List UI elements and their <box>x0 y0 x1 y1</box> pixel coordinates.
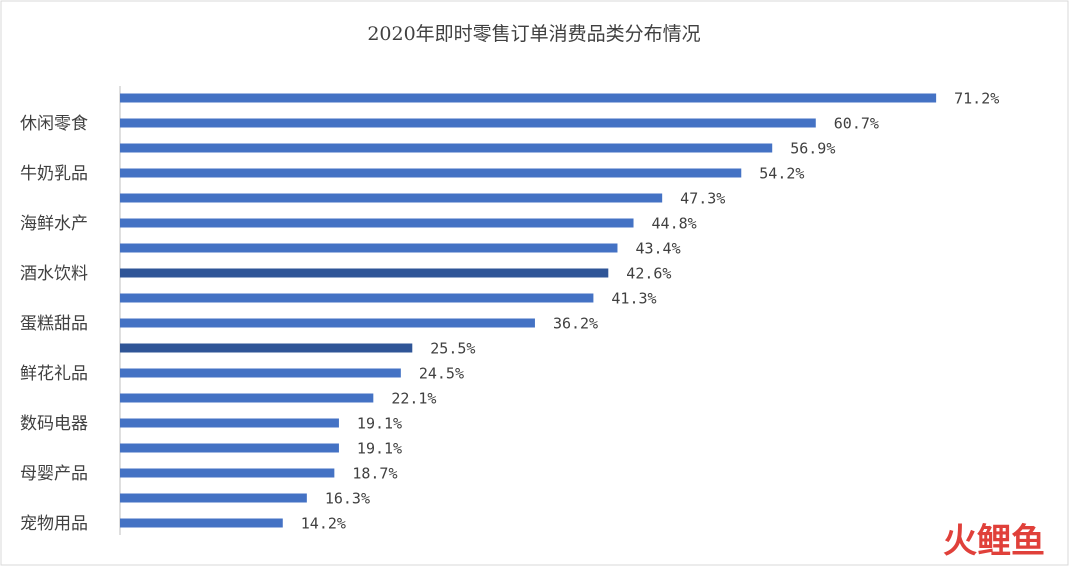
category-label: 母婴产品 <box>20 464 88 484</box>
bar <box>120 443 339 453</box>
value-label: 19.1% <box>357 440 402 458</box>
chart-title: 2020年即时零售订单消费品类分布情况 <box>367 23 700 45</box>
value-label: 22.1% <box>391 390 436 408</box>
category-label: 休闲零食 <box>20 114 88 134</box>
bar <box>120 243 618 253</box>
value-label: 41.3% <box>611 290 656 308</box>
bar <box>120 268 609 278</box>
bar <box>120 368 401 378</box>
bar <box>120 218 634 228</box>
category-label: 鲜花礼品 <box>20 364 88 384</box>
value-label: 42.6% <box>626 265 671 283</box>
value-label: 14.2% <box>301 515 346 533</box>
value-label: 44.8% <box>652 215 697 233</box>
bar <box>120 343 413 353</box>
bar <box>120 293 594 303</box>
value-label: 71.2% <box>954 90 999 108</box>
category-label: 牛奶乳品 <box>20 164 88 184</box>
value-label: 16.3% <box>325 490 370 508</box>
bar <box>120 318 535 328</box>
value-label: 25.5% <box>430 340 475 358</box>
bar <box>120 118 816 128</box>
value-label: 24.5% <box>419 365 464 383</box>
value-label: 60.7% <box>834 115 879 133</box>
category-label: 酒水饮料 <box>20 264 88 284</box>
bar <box>120 518 283 528</box>
bar <box>120 193 663 203</box>
value-label: 56.9% <box>790 140 835 158</box>
value-label: 18.7% <box>352 465 397 483</box>
watermark: 火鲤鱼 <box>943 522 1045 562</box>
category-label: 数码电器 <box>20 414 88 434</box>
bar <box>120 168 742 178</box>
value-label: 54.2% <box>759 165 804 183</box>
bar <box>120 143 773 153</box>
bar <box>120 468 335 478</box>
category-label: 宠物用品 <box>20 514 88 534</box>
category-label: 蛋糕甜品 <box>20 314 88 334</box>
bar <box>120 493 307 503</box>
value-label: 19.1% <box>357 415 402 433</box>
value-label: 36.2% <box>553 315 598 333</box>
value-label: 47.3% <box>680 190 725 208</box>
value-label: 43.4% <box>635 240 680 258</box>
bar <box>120 93 937 103</box>
bar <box>120 418 339 428</box>
category-label: 海鲜水产 <box>20 214 88 234</box>
bar <box>120 393 374 403</box>
